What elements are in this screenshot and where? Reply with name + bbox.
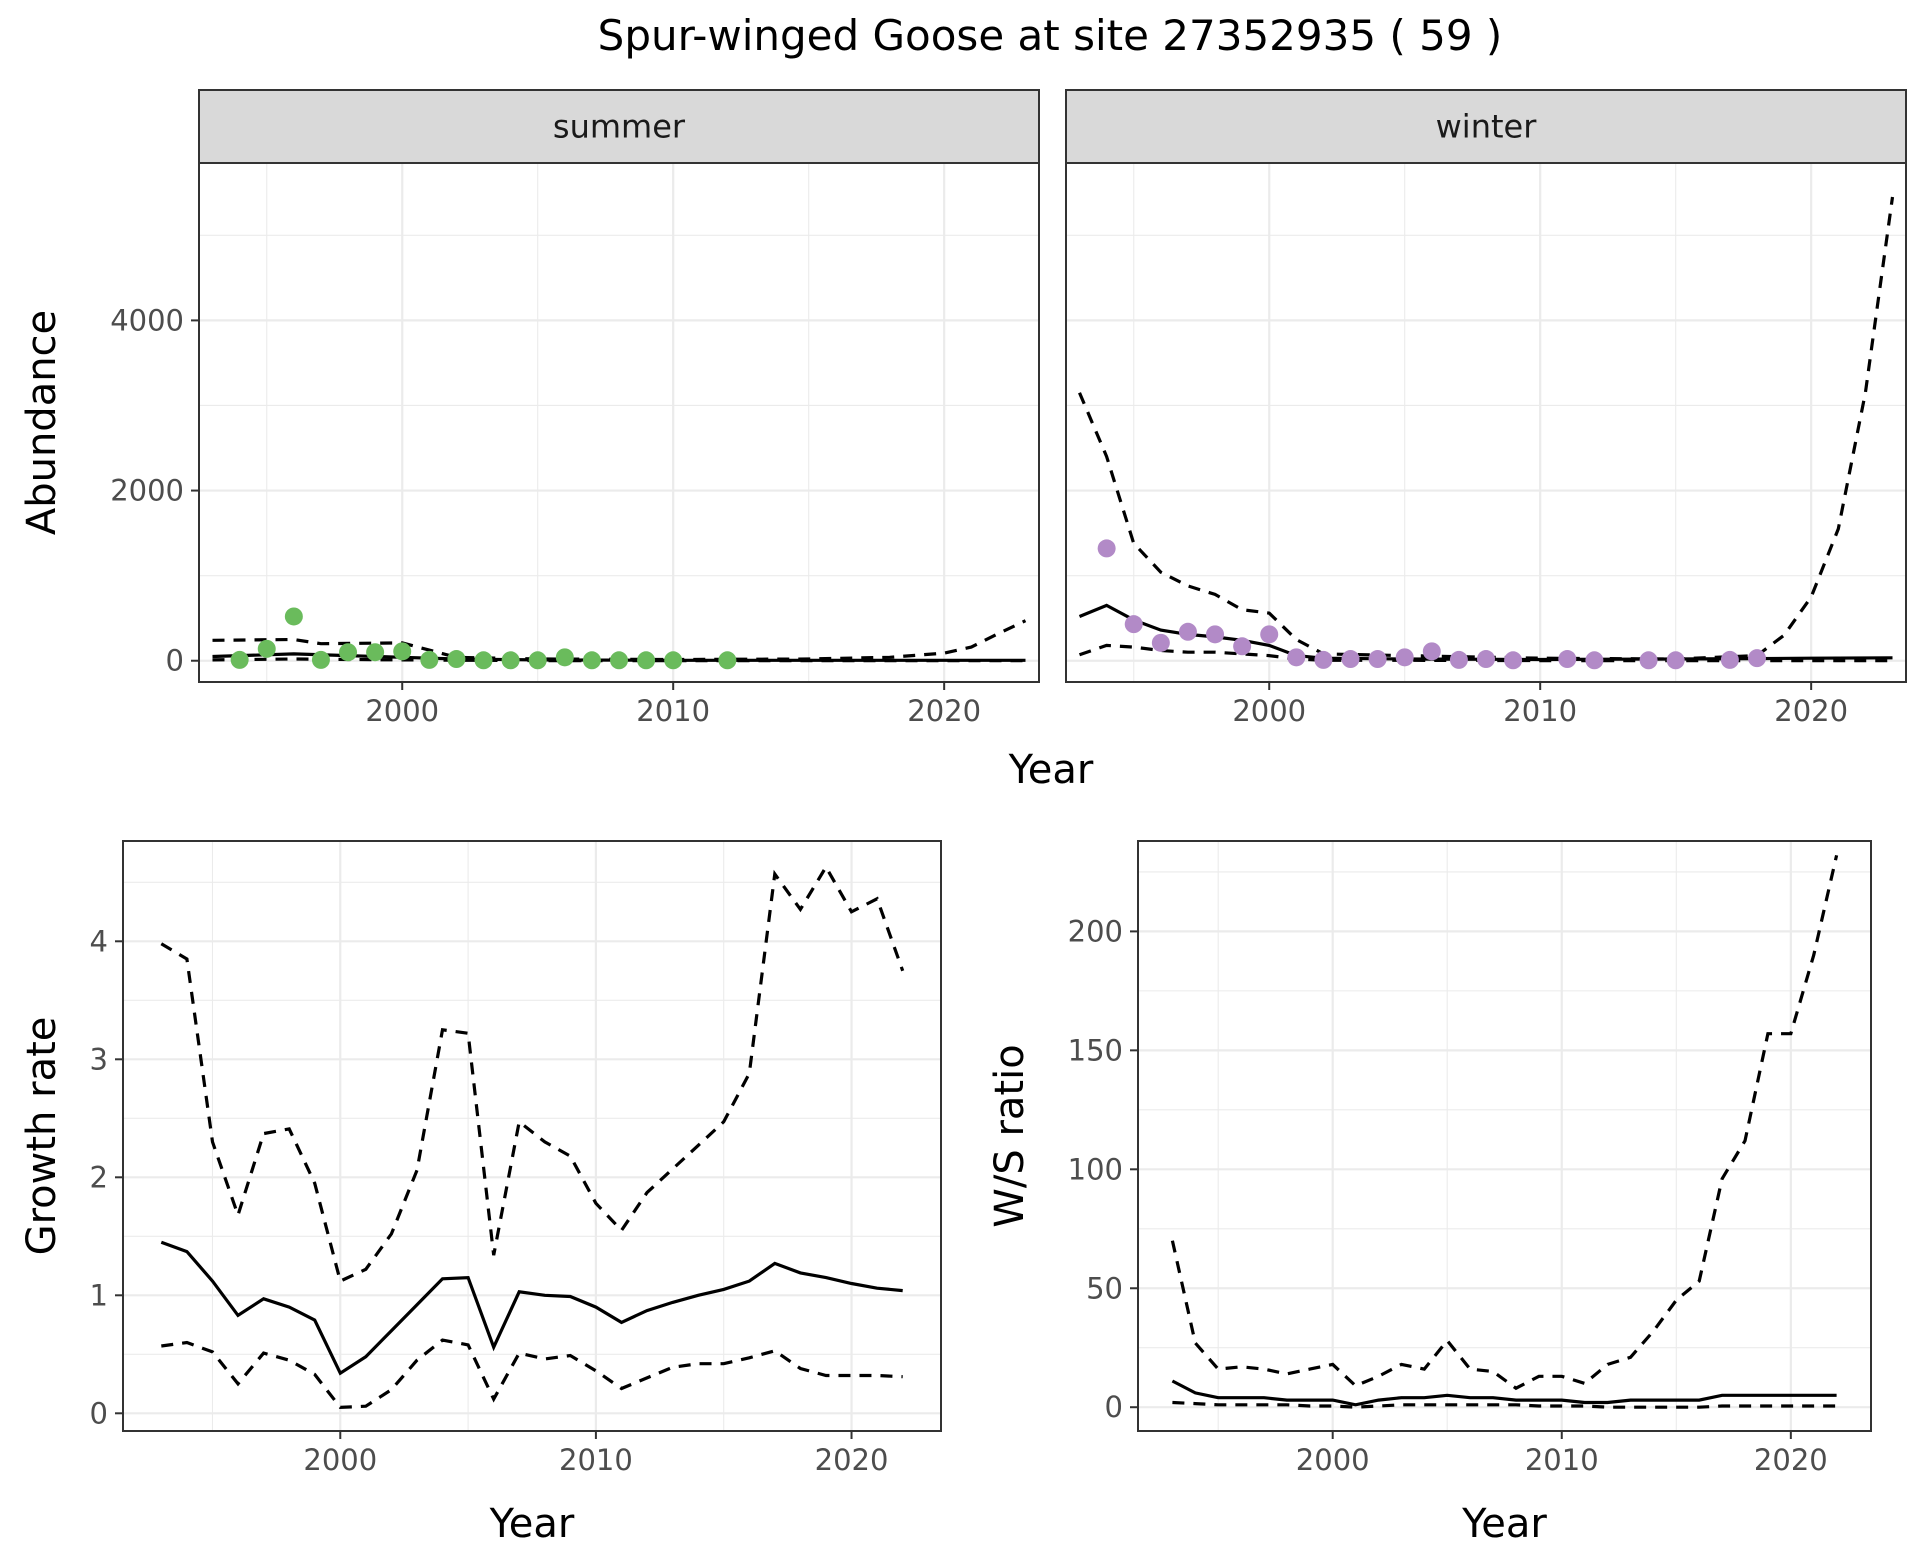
data-point-winter — [1558, 650, 1577, 669]
data-point-summer — [393, 642, 412, 661]
data-point-winter — [1747, 649, 1766, 668]
y-tick-label: 1 — [90, 1278, 108, 1312]
y-tick-label: 100 — [1068, 1152, 1123, 1186]
data-point-summer — [718, 651, 737, 670]
data-point-summer — [474, 651, 493, 670]
figure-title: Spur-winged Goose at site 27352935 ( 59 … — [598, 11, 1503, 60]
x-axis-title: Year — [489, 1501, 575, 1547]
x-tick-label: 2000 — [303, 1443, 377, 1477]
data-point-summer — [664, 651, 683, 670]
facet-strip-summer — [198, 89, 1040, 164]
y-tick-label: 200 — [1068, 914, 1123, 948]
y-tick-label: 0 — [166, 644, 184, 678]
x-axis-title: Year — [1461, 1501, 1547, 1547]
plot-panel-growth: 2000 2010 2020 0 1 2 3 4 Growth rate Year — [19, 840, 942, 1547]
data-point-summer — [447, 650, 466, 669]
data-point-winter — [1395, 648, 1414, 667]
series-line-estimate — [160, 1240, 903, 1376]
data-point-winter — [1097, 539, 1116, 558]
data-point-summer — [555, 648, 574, 667]
data-point-summer — [284, 607, 303, 626]
data-point-winter — [1233, 637, 1252, 656]
top-x-axis-title: Year — [1008, 747, 1094, 793]
series-line-lower — [161, 1338, 903, 1410]
data-point-winter — [1260, 625, 1279, 644]
series-line-upper — [1170, 854, 1839, 1391]
data-point-winter — [1585, 651, 1604, 670]
x-tick-label: 2020 — [1774, 694, 1848, 728]
series-line-lower — [1172, 1400, 1837, 1409]
panel-background — [199, 163, 1039, 682]
data-point-winter — [1639, 651, 1658, 670]
y-tick-label: 4 — [90, 924, 108, 958]
x-tick-label: 2020 — [815, 1443, 889, 1477]
data-point-winter — [1720, 650, 1739, 669]
data-point-winter — [1151, 633, 1170, 652]
data-point-winter — [1178, 622, 1197, 641]
y-tick-label: 150 — [1068, 1033, 1123, 1067]
data-point-summer — [582, 651, 601, 670]
facet-strip-label: summer — [553, 108, 686, 146]
series-line-estimate — [1171, 1379, 1837, 1407]
data-point-winter — [1341, 650, 1360, 669]
panel-border — [1137, 840, 1872, 1432]
data-point-summer — [610, 651, 628, 670]
x-tick-label: 2010 — [1503, 694, 1577, 728]
data-point-summer — [528, 651, 547, 670]
y-tick-label: 3 — [90, 1042, 108, 1076]
data-point-summer — [420, 650, 439, 669]
facet-strip-winter — [1065, 89, 1907, 164]
x-tick-label: 2000 — [365, 694, 439, 728]
panel-background — [1138, 841, 1871, 1431]
x-tick-label: 2010 — [636, 694, 710, 728]
data-point-winter — [1422, 642, 1441, 661]
plot-panel-winter: winter 2000 2010 2020 — [1065, 89, 1907, 728]
panel-border — [122, 840, 942, 1432]
x-tick-label: 2010 — [559, 1443, 633, 1477]
data-point-winter — [1368, 650, 1387, 669]
series-line-upper — [160, 863, 905, 1284]
data-point-winter — [1206, 625, 1225, 644]
data-point-winter — [1449, 650, 1468, 669]
series-line-lower — [212, 657, 1026, 663]
data-point-winter — [1666, 651, 1685, 670]
panel-background — [1066, 163, 1906, 682]
x-tick-label: 2020 — [907, 694, 981, 728]
data-point-summer — [637, 651, 656, 670]
x-tick-label: 2010 — [1525, 1443, 1599, 1477]
data-point-summer — [311, 650, 330, 669]
plot-panel-summer: summer 2000 2010 2020 0 2000 4000 Abundance — [19, 89, 1040, 728]
plot-panel-ratio: 2000 2010 2020 0 50 100 150 200 W/S ratio Year — [987, 840, 1872, 1547]
data-point-summer — [339, 643, 358, 662]
data-point-winter — [1314, 650, 1333, 669]
data-point-winter — [1124, 615, 1143, 634]
data-point-winter — [1287, 648, 1306, 667]
x-tick-label: 2000 — [1296, 1443, 1370, 1477]
panel-background — [123, 841, 941, 1431]
y-tick-label: 0 — [1105, 1390, 1123, 1424]
y-axis-title: Abundance — [19, 310, 65, 535]
y-tick-label: 2 — [90, 1160, 108, 1194]
data-point-summer — [366, 643, 385, 662]
data-point-winter — [1477, 650, 1495, 669]
y-tick-label: 0 — [90, 1396, 108, 1430]
data-point-summer — [230, 650, 249, 669]
data-point-winter — [1504, 651, 1523, 670]
data-point-summer — [257, 639, 276, 658]
y-axis-title: Growth rate — [19, 1017, 65, 1256]
data-point-summer — [501, 651, 520, 670]
y-tick-label: 50 — [1086, 1271, 1123, 1305]
y-tick-label: 4000 — [110, 303, 184, 337]
x-tick-label: 2020 — [1754, 1443, 1828, 1477]
y-axis-title: W/S ratio — [987, 1044, 1033, 1227]
y-tick-label: 2000 — [110, 474, 184, 508]
x-tick-label: 2000 — [1232, 694, 1306, 728]
facet-strip-label: winter — [1436, 108, 1538, 146]
